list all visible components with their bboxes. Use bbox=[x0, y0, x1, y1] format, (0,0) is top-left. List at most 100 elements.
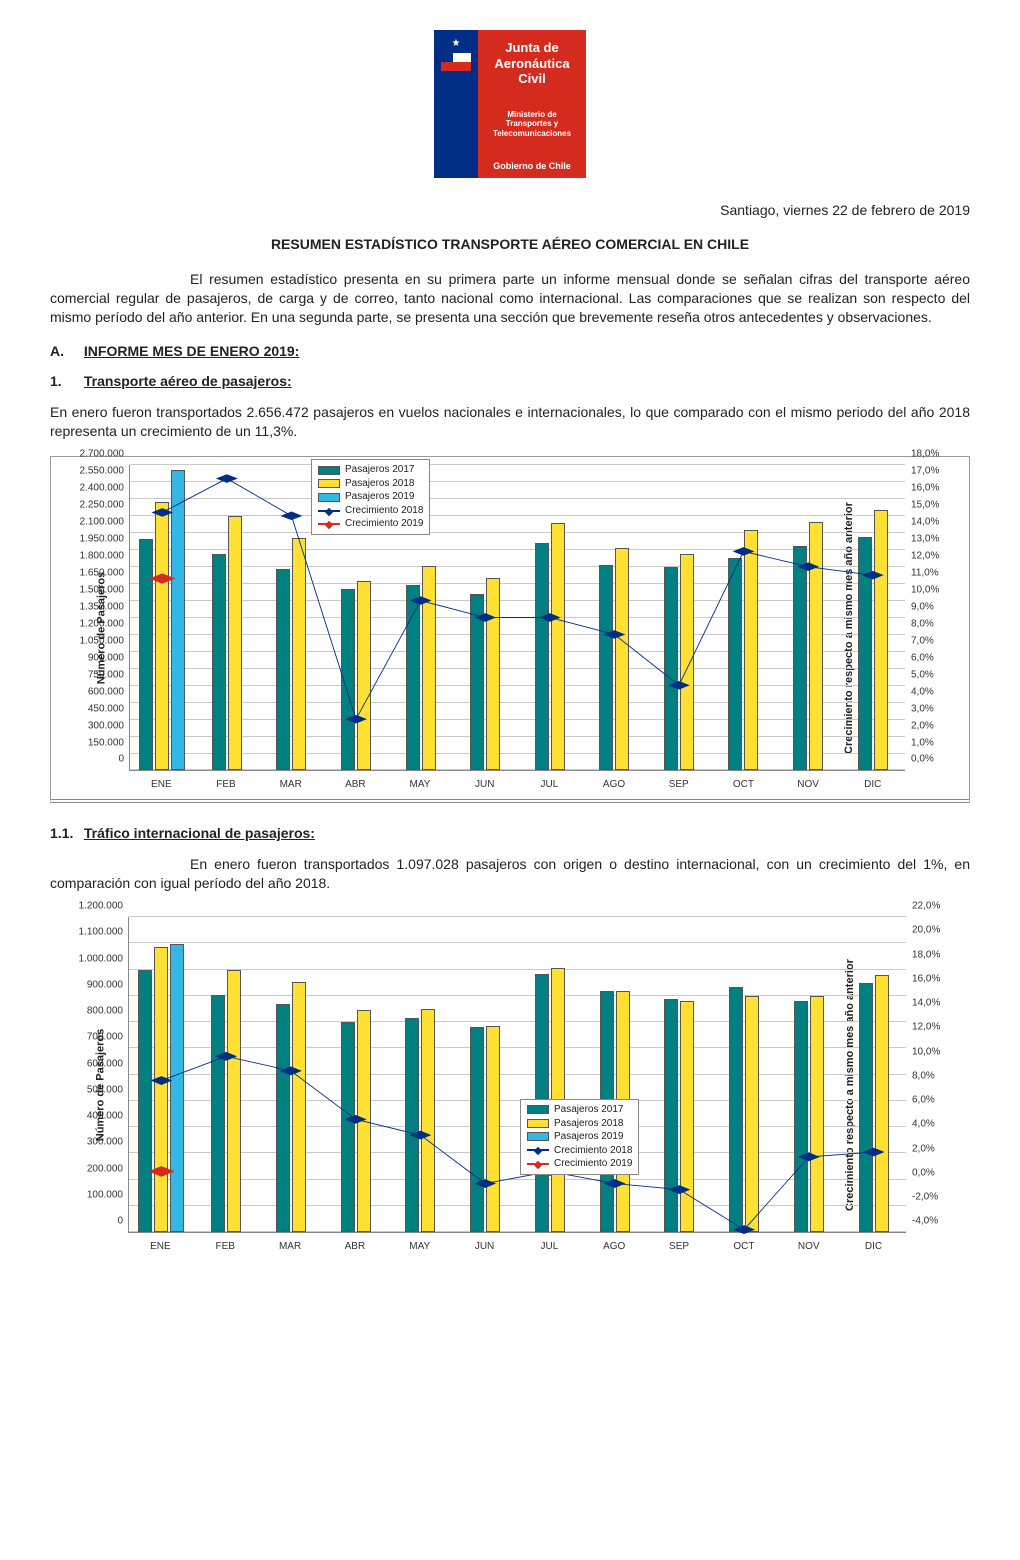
section-a-label: A. bbox=[50, 343, 80, 359]
x-label: ENE bbox=[128, 1237, 193, 1257]
ytick-left: 1.350.000 bbox=[80, 601, 131, 612]
ytick-right: 2,0% bbox=[905, 720, 934, 731]
ytick-left: 2.550.000 bbox=[80, 466, 131, 477]
x-label: JUL bbox=[517, 1237, 582, 1257]
sub11-title: Tráfico internacional de pasajeros: bbox=[84, 825, 315, 841]
ytick-right: 0,0% bbox=[906, 1167, 935, 1178]
sub1-label: 1. bbox=[50, 373, 80, 389]
ytick-left: 2.400.000 bbox=[80, 483, 131, 494]
x-label: MAY bbox=[388, 775, 453, 795]
logo-ministry: Ministerio de Transportes y Telecomunica… bbox=[486, 110, 578, 139]
ytick-right: 6,0% bbox=[905, 652, 934, 663]
x-label: NOV bbox=[776, 775, 841, 795]
x-label: ABR bbox=[322, 1237, 387, 1257]
flag-icon bbox=[441, 53, 471, 71]
x-label: OCT bbox=[711, 1237, 776, 1257]
ytick-right: -2,0% bbox=[906, 1192, 938, 1203]
x-label: DIC bbox=[840, 775, 905, 795]
sub11-label: 1.1. bbox=[50, 825, 80, 841]
ytick-left: 150.000 bbox=[88, 737, 130, 748]
x-label: SEP bbox=[647, 1237, 712, 1257]
chart1-plot: 0150.000300.000450.000600.000750.000900.… bbox=[129, 465, 905, 771]
x-label: JUN bbox=[452, 775, 517, 795]
intro-paragraph: El resumen estadístico presenta en su pr… bbox=[50, 270, 970, 327]
agency-logo: ★ Junta de Aeronáutica Civil Ministerio … bbox=[434, 30, 586, 178]
ytick-left: 2.250.000 bbox=[80, 500, 131, 511]
x-label: SEP bbox=[646, 775, 711, 795]
ytick-left: 700.000 bbox=[87, 1032, 129, 1043]
ytick-right: 4,0% bbox=[905, 686, 934, 697]
ytick-left: 2.100.000 bbox=[80, 517, 131, 528]
chart2-legend: Pasajeros 2017Pasajeros 2018Pasajeros 20… bbox=[520, 1099, 639, 1175]
sub1-title: Transporte aéreo de pasajeros: bbox=[84, 373, 292, 389]
x-label: JUL bbox=[517, 775, 582, 795]
ytick-right: 17,0% bbox=[905, 466, 939, 477]
ytick-left: 500.000 bbox=[87, 1084, 129, 1095]
ytick-left: 600.000 bbox=[87, 1058, 129, 1069]
chart-2-container: Número de Pasajeros Crecimiento respecto… bbox=[50, 909, 970, 1261]
ytick-left: 400.000 bbox=[87, 1111, 129, 1122]
x-label: MAR bbox=[258, 1237, 323, 1257]
ytick-right: 12,0% bbox=[905, 551, 939, 562]
ytick-left: 1.800.000 bbox=[80, 551, 131, 562]
chart1-x-labels: ENEFEBMARABRMAYJUNJULAGOSEPOCTNOVDIC bbox=[129, 775, 905, 795]
ytick-left: 300.000 bbox=[87, 1137, 129, 1148]
para-11: En enero fueron transportados 1.097.028 … bbox=[50, 855, 970, 893]
subsection-1-heading: 1. Transporte aéreo de pasajeros: bbox=[50, 373, 970, 389]
x-label: NOV bbox=[776, 1237, 841, 1257]
x-label: AGO bbox=[582, 775, 647, 795]
x-label: FEB bbox=[194, 775, 259, 795]
x-label: MAR bbox=[258, 775, 323, 795]
chart2-x-labels: ENEFEBMARABRMAYJUNJULAGOSEPOCTNOVDIC bbox=[128, 1237, 906, 1257]
ytick-right: 16,0% bbox=[905, 483, 939, 494]
star-icon: ★ bbox=[452, 38, 461, 49]
ytick-left: 450.000 bbox=[88, 703, 130, 714]
logo-emblem: ★ bbox=[434, 30, 478, 178]
ytick-right: 3,0% bbox=[905, 703, 934, 714]
ytick-right: 8,0% bbox=[905, 618, 934, 629]
x-label: ENE bbox=[129, 775, 194, 795]
ytick-right: 14,0% bbox=[905, 517, 939, 528]
ytick-left: 100.000 bbox=[87, 1189, 129, 1200]
ytick-right: 12,0% bbox=[906, 1022, 940, 1033]
section-a-heading: A. INFORME MES DE ENERO 2019: bbox=[50, 343, 970, 359]
ytick-left: 300.000 bbox=[88, 720, 130, 731]
ytick-right: 16,0% bbox=[906, 973, 940, 984]
ytick-left: 1.200.000 bbox=[79, 901, 130, 912]
ytick-left: 800.000 bbox=[87, 1006, 129, 1017]
ytick-right: 10,0% bbox=[905, 585, 939, 596]
ytick-left: 1.650.000 bbox=[80, 568, 131, 579]
ytick-right: 18,0% bbox=[905, 449, 939, 460]
subsection-11-heading: 1.1. Tráfico internacional de pasajeros: bbox=[50, 825, 970, 841]
ytick-left: 0 bbox=[118, 754, 130, 765]
chart1-plot-area: 0150.000300.000450.000600.000750.000900.… bbox=[129, 465, 905, 795]
ytick-right: 13,0% bbox=[905, 534, 939, 545]
ytick-left: 200.000 bbox=[87, 1163, 129, 1174]
document-page: ★ Junta de Aeronáutica Civil Ministerio … bbox=[0, 0, 1020, 1323]
ytick-right: 4,0% bbox=[906, 1119, 935, 1130]
ytick-left: 1.200.000 bbox=[80, 618, 131, 629]
chart2-plot: 0100.000200.000300.000400.000500.000600.… bbox=[128, 917, 906, 1233]
date-line: Santiago, viernes 22 de febrero de 2019 bbox=[50, 202, 970, 218]
ytick-left: 1.950.000 bbox=[80, 534, 131, 545]
ytick-right: 2,0% bbox=[906, 1143, 935, 1154]
ytick-left: 1.100.000 bbox=[79, 927, 130, 938]
ytick-right: 10,0% bbox=[906, 1046, 940, 1057]
x-label: FEB bbox=[193, 1237, 258, 1257]
ytick-left: 1.500.000 bbox=[80, 585, 131, 596]
x-label: JUN bbox=[452, 1237, 517, 1257]
page-title: RESUMEN ESTADÍSTICO TRANSPORTE AÉREO COM… bbox=[50, 236, 970, 252]
x-label: AGO bbox=[582, 1237, 647, 1257]
ytick-left: 900.000 bbox=[87, 979, 129, 990]
chart-1-container: Número de Pasajeros Crecimiento respecto… bbox=[50, 456, 970, 803]
ytick-left: 0 bbox=[117, 1216, 129, 1227]
para11-text: En enero fueron transportados 1.097.028 … bbox=[50, 856, 970, 891]
x-label: OCT bbox=[711, 775, 776, 795]
chart2-plot-area: 0100.000200.000300.000400.000500.000600.… bbox=[128, 917, 906, 1257]
ytick-right: 5,0% bbox=[905, 669, 934, 680]
ytick-right: 14,0% bbox=[906, 998, 940, 1009]
ytick-left: 2.700.000 bbox=[80, 449, 131, 460]
para-1: En enero fueron transportados 2.656.472 … bbox=[50, 403, 970, 441]
ytick-right: 11,0% bbox=[905, 568, 939, 579]
ytick-right: 1,0% bbox=[905, 737, 934, 748]
